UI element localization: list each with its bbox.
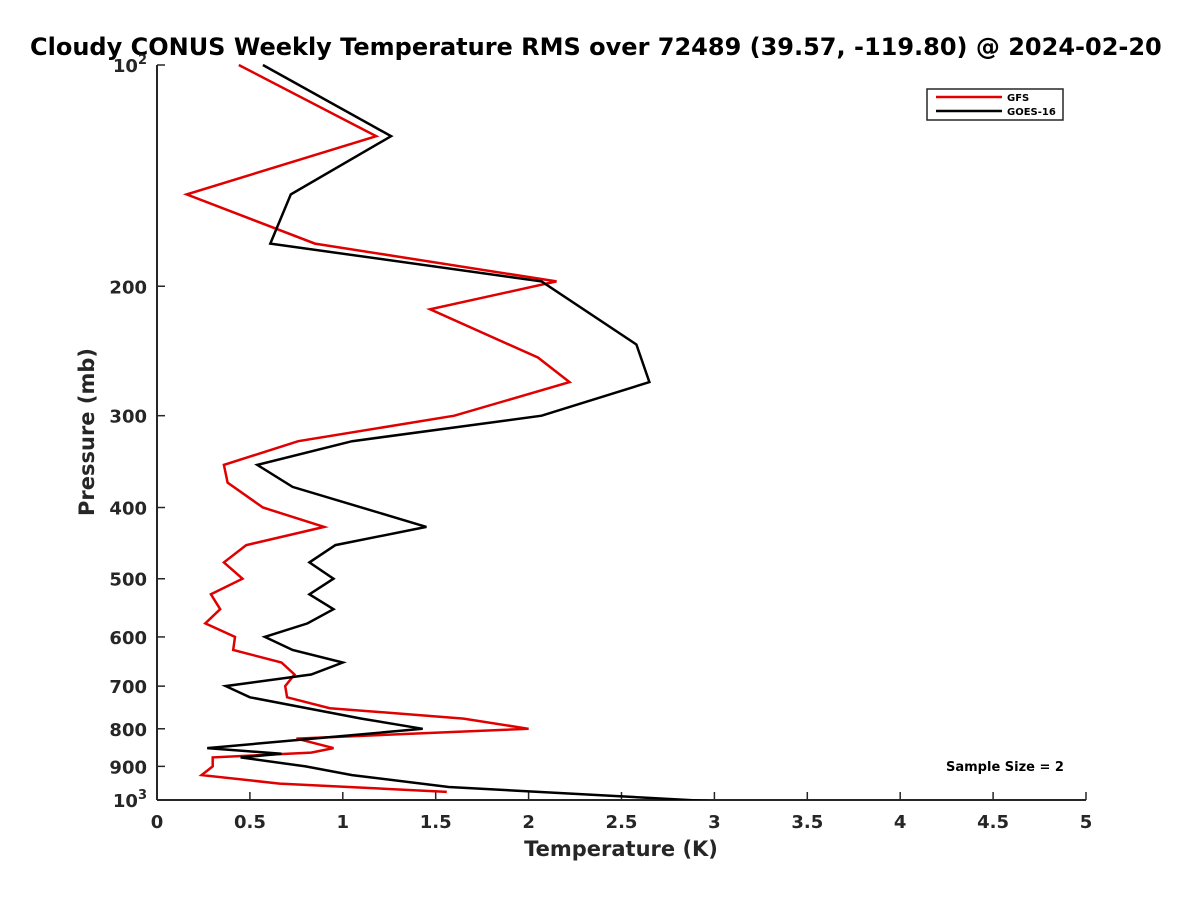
x-tick-label: 0.5 [234,812,266,833]
y-tick-label-exponent: 3 [138,788,147,803]
y-tick-label: 600 [109,628,147,649]
legend-label-goes16: GOES-16 [1007,107,1056,118]
x-ticks: 0 0.5 1 1.5 2 2.5 3 3.5 4 4.5 5 [151,792,1093,833]
x-tick-label: 2 [522,812,535,833]
series-line-gfs [182,63,573,794]
y-tick-label: 103 [113,788,147,812]
series-line-goes16 [207,63,712,800]
axes [156,65,1086,801]
x-tick-label: 2.5 [606,812,638,833]
y-tick-label: 500 [109,570,147,591]
y-tick-label: 300 [109,407,147,428]
chart-title: Cloudy CONUS Weekly Temperature RMS over… [30,33,1162,61]
legend-label-gfs: GFS [1007,93,1029,104]
sample-size-annotation: Sample Size = 2 [946,760,1064,775]
x-tick-label: 0 [151,812,164,833]
y-tick-label: 102 [113,53,147,77]
x-tick-label: 3.5 [791,812,823,833]
x-tick-label: 1.5 [420,812,452,833]
x-tick-label: 4 [894,812,907,833]
y-tick-label: 800 [109,720,147,741]
y-tick-label: 400 [109,499,147,520]
x-tick-label: 4.5 [977,812,1009,833]
legend: GFS GOES-16 [926,88,1064,121]
x-axis-label: Temperature (K) [524,837,718,861]
x-tick-label: 5 [1080,812,1093,833]
y-tick-label: 200 [109,277,147,298]
y-tick-label: 700 [109,677,147,698]
x-tick-label: 3 [708,812,721,833]
y-tick-label-base: 10 [113,56,138,77]
y-tick-label: 900 [109,757,147,778]
y-tick-label-base: 10 [113,791,138,812]
y-axis-label: Pressure (mb) [75,348,99,516]
series-lines [182,63,712,800]
legend-box [926,88,1064,121]
y-tick-label-exponent: 2 [138,53,147,68]
x-tick-label: 1 [337,812,350,833]
